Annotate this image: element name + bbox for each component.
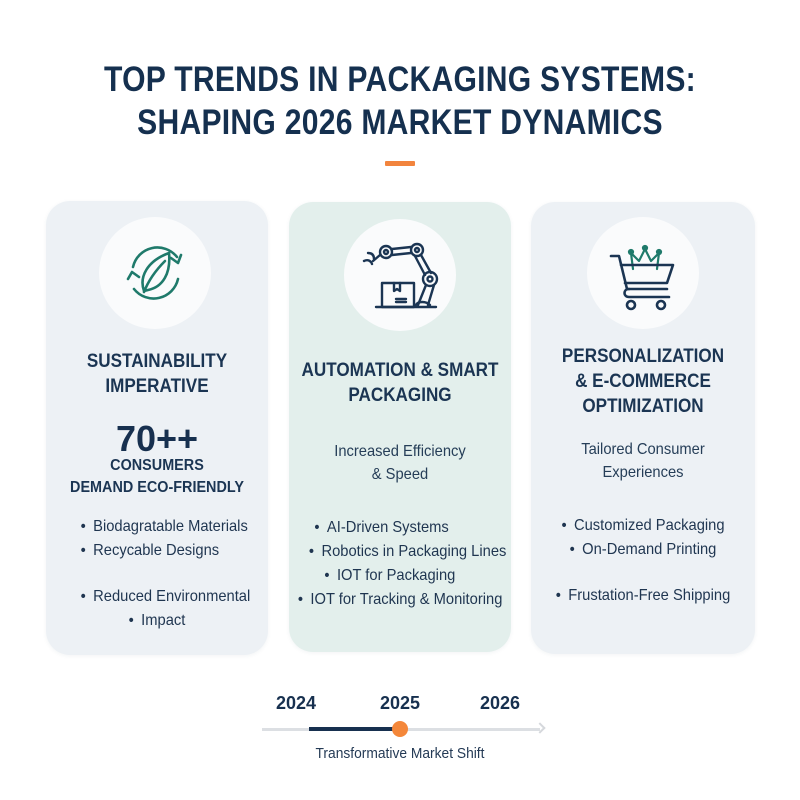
card-title-line: IMPERATIVE (105, 376, 209, 397)
card-subtitle-line: Experiences (602, 464, 684, 481)
card-subtitle-line: Increased Efficiency (334, 443, 466, 460)
list-item: Frustation-Free Shipping (540, 584, 746, 608)
stat-caption-line: CONSUMERS (110, 457, 204, 474)
timeline-year-2024: 2024 (275, 693, 317, 713)
card-title-line: SUSTAINABILITY (86, 351, 228, 372)
arrow-right-icon (534, 722, 546, 734)
timeline-caption: Transformative Market Shift (315, 745, 485, 762)
title-line-1: TOP TRENDS IN PACKAGING SYSTEMS: (104, 60, 696, 99)
bullet-list: Biodagratable Materials Recycable Design… (46, 515, 268, 633)
list-item-continuation-text: Impact (141, 612, 186, 629)
robot-arm-box-icon (362, 242, 439, 309)
timeline-progress (309, 727, 399, 731)
stat-value: 70++ (115, 418, 199, 459)
recycle-leaf-icon (126, 246, 183, 300)
card-subtitle: Tailored Consumer Experiences (540, 438, 746, 484)
icon-badge (99, 217, 211, 329)
list-item: Customized Packaging (540, 514, 746, 538)
list-item: AI-Driven Systems (298, 516, 502, 540)
shopping-cart-crown-icon (609, 244, 675, 311)
card-title-line: & E-COMMERCE (575, 371, 711, 392)
card-title-line: AUTOMATION & SMART (301, 360, 499, 381)
card-subtitle-line: & Speed (371, 466, 429, 483)
card-title: AUTOMATION & SMART PACKAGING (300, 358, 500, 408)
card-title: PERSONALIZATION & E-COMMERCE OPTIMIZATIO… (542, 344, 744, 419)
list-item: IOT for Tracking & Monitoring (298, 588, 502, 612)
stat-caption: CONSUMERS DEMAND ECO-FRIENDLY (57, 455, 257, 499)
card-subtitle: Increased Efficiency & Speed (298, 440, 502, 486)
card-automation: AUTOMATION & SMART PACKAGING Increased E… (289, 202, 511, 652)
list-item: Recycable Designs (55, 539, 259, 563)
title-line-2: SHAPING 2026 MARKET DYNAMICS (137, 103, 663, 142)
list-item-continuation: Impact (55, 609, 259, 633)
list-item: On-Demand Printing (540, 538, 746, 562)
timeline-year-2026: 2026 (479, 693, 521, 713)
card-subtitle-line: Tailored Consumer (581, 441, 705, 458)
card-title: SUSTAINABILITY IMPERATIVE (57, 349, 257, 399)
timeline-year-2025: 2025 (379, 693, 421, 713)
card-title-line: OPTIMIZATION (582, 396, 704, 417)
timeline-current-marker (392, 721, 408, 737)
card-sustainability: SUSTAINABILITY IMPERATIVE 70++ CONSUMERS… (46, 201, 268, 655)
card-title-line: PERSONALIZATION (561, 346, 725, 367)
timeline: 2024 2025 2026 Transformative Market Shi… (0, 690, 800, 770)
icon-badge (344, 219, 456, 331)
stat-caption-line: DEMAND ECO-FRIENDLY (70, 479, 244, 496)
icon-badge (587, 217, 699, 329)
title-accent-divider (385, 161, 415, 166)
list-item: Biodagratable Materials (55, 515, 259, 539)
list-item: Reduced Environmental (55, 585, 259, 609)
list-item: IOT for Packaging (298, 564, 502, 588)
bullet-list: Customized Packaging On-Demand Printing … (531, 514, 755, 608)
bullet-list: AI-Driven Systems Robotics in Packaging … (289, 516, 511, 612)
list-item: Robotics in Packaging Lines (298, 540, 506, 564)
card-title-line: PACKAGING (348, 385, 452, 406)
card-personalization: PERSONALIZATION & E-COMMERCE OPTIMIZATIO… (531, 202, 755, 654)
page-title: TOP TRENDS IN PACKAGING SYSTEMS: SHAPING… (56, 58, 744, 144)
